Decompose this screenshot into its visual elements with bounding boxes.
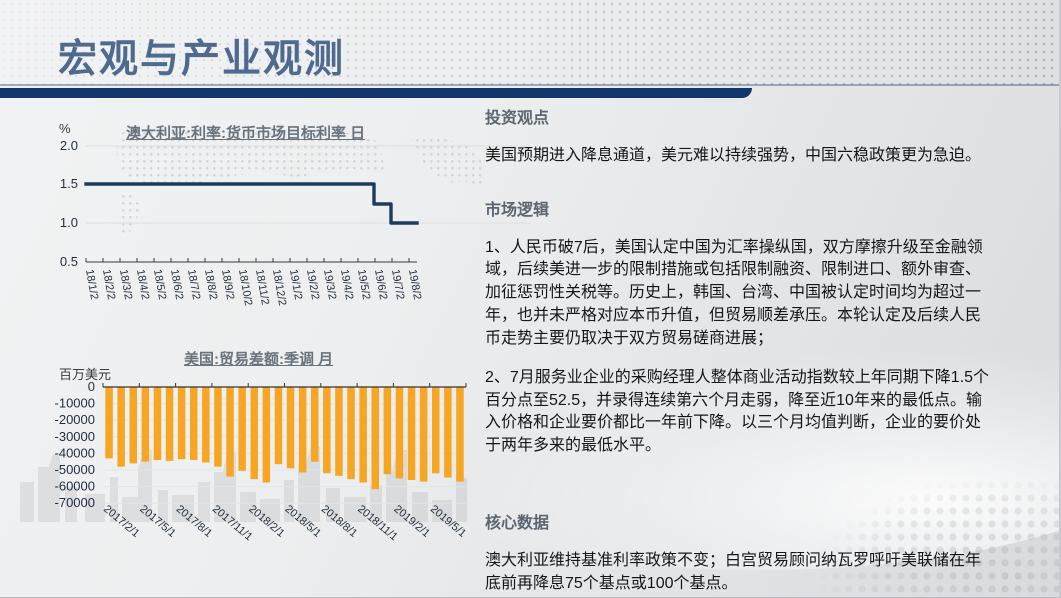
svg-text:-70000: -70000 — [55, 495, 95, 510]
svg-text:18/8/2: 18/8/2 — [202, 268, 219, 300]
svg-text:2018/5/1: 2018/5/1 — [283, 503, 324, 540]
svg-text:18/7/2: 18/7/2 — [185, 268, 202, 300]
svg-text:19/4/2: 19/4/2 — [338, 268, 355, 300]
svg-text:2.0: 2.0 — [60, 138, 78, 153]
svg-text:-30000: -30000 — [55, 429, 95, 444]
svg-text:19/8/2: 19/8/2 — [406, 268, 423, 300]
svg-text:18/5/2: 18/5/2 — [151, 268, 168, 300]
svg-text:19/6/2: 19/6/2 — [372, 268, 389, 300]
svg-text:0.5: 0.5 — [60, 254, 78, 269]
svg-text:2017/8/1: 2017/8/1 — [174, 503, 215, 540]
svg-text:-40000: -40000 — [55, 445, 95, 460]
svg-text:19/1/2: 19/1/2 — [287, 268, 304, 300]
svg-text:-50000: -50000 — [55, 462, 95, 477]
svg-text:1.0: 1.0 — [60, 215, 78, 230]
svg-text:19/3/2: 19/3/2 — [321, 268, 338, 300]
svg-text:18/4/2: 18/4/2 — [134, 268, 151, 300]
svg-text:0: 0 — [88, 379, 95, 394]
svg-text:19/7/2: 19/7/2 — [389, 268, 406, 300]
svg-text:2019/5/1: 2019/5/1 — [428, 503, 469, 540]
svg-text:2018/8/1: 2018/8/1 — [319, 503, 360, 540]
svg-text:18/10/2: 18/10/2 — [236, 268, 254, 306]
svg-text:18/9/2: 18/9/2 — [219, 268, 236, 300]
svg-text:18/6/2: 18/6/2 — [168, 268, 185, 300]
svg-text:-60000: -60000 — [55, 479, 95, 494]
svg-text:2017/2/1: 2017/2/1 — [101, 503, 142, 540]
svg-text:18/3/2: 18/3/2 — [117, 268, 134, 300]
svg-text:18/2/2: 18/2/2 — [100, 268, 117, 300]
svg-text:1.5: 1.5 — [60, 176, 78, 191]
svg-text:-10000: -10000 — [55, 396, 95, 411]
svg-text:-20000: -20000 — [55, 412, 95, 427]
svg-text:18/1/2: 18/1/2 — [83, 268, 100, 300]
svg-text:2017/5/1: 2017/5/1 — [137, 503, 178, 540]
svg-text:19/5/2: 19/5/2 — [355, 268, 372, 300]
svg-text:18/12/2: 18/12/2 — [270, 268, 288, 306]
svg-text:19/2/2: 19/2/2 — [304, 268, 321, 300]
svg-text:18/11/2: 18/11/2 — [253, 268, 271, 305]
